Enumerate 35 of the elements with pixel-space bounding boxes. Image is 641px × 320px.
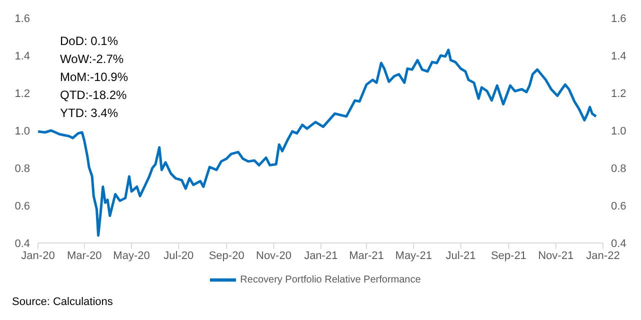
y-tick-label: 1.2 [14,88,30,100]
x-tick-label: Sep-21 [490,250,526,262]
x-tick-label: Nov-20 [256,250,292,262]
annotation: DoD: 0.1% [60,33,120,50]
x-tick-label: Jan-22 [586,250,620,262]
y2-tick-label: 0.6 [611,200,626,212]
annotation: QTD:-18.2% [60,87,128,104]
annotation: MoM:-10.9% [60,69,128,86]
line-series [38,48,598,237]
x-tick-label: Jan-20 [21,250,55,262]
y-tick-label: 0.8 [14,162,30,175]
y2-tick-label: 0.4 [611,238,626,250]
x-tick-label: Nov-21 [538,250,574,262]
x-tick-label: Jan-21 [304,250,338,262]
y-tick-label: 1.6 [14,12,30,25]
annotation: YTD: 3.4% [60,105,120,122]
x-tick-label: Mar-21 [349,250,384,262]
y-tick-label: 0.4 [14,238,30,250]
x-tick-label: Jul-21 [446,250,476,262]
y2-tick-label: 1.0 [611,125,626,138]
x-tick-label: May-21 [395,250,432,262]
y-tick-label: 1.4 [14,50,30,62]
annotation: WoW:-2.7% [60,51,125,68]
y2-tick-label: 1.2 [611,88,626,100]
x-tick-label: Mar-20 [66,250,102,262]
x-tick-label: May-20 [113,250,150,262]
source-note: Source: Calculations [12,296,113,308]
y2-tick-label: 0.8 [611,162,626,175]
y-tick-label: 0.6 [14,200,30,212]
y-tick-label: 1.0 [14,125,30,138]
x-tick-label: Jul-20 [164,250,194,262]
x-tick-label: Sep-20 [208,250,244,262]
legend-label: Recovery Portfolio Relative Performance [240,274,421,286]
y2-tick-label: 1.6 [611,12,626,25]
y2-tick-label: 1.4 [611,50,626,62]
